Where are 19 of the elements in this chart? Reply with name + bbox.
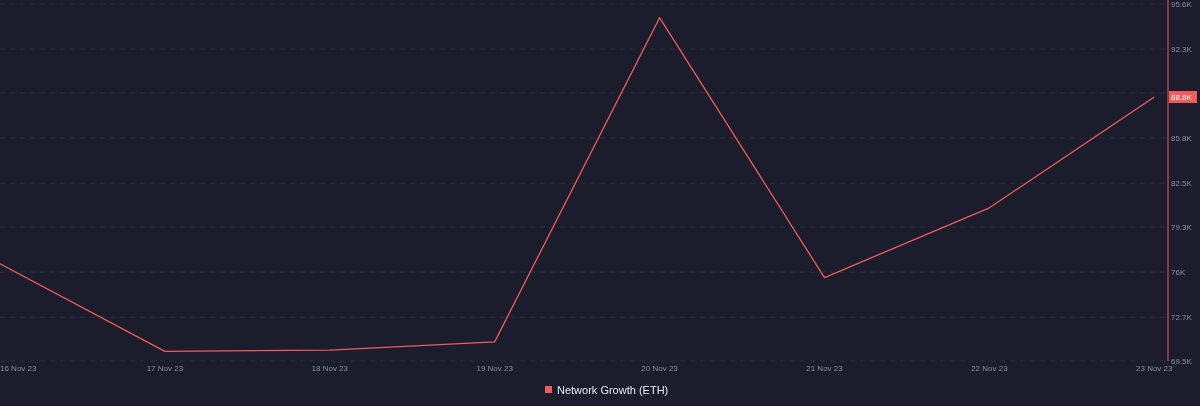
legend-label: Network Growth (ETH) xyxy=(557,383,669,396)
x-tick-label: 22 Nov 23 xyxy=(971,364,1009,373)
x-tick-label: 17 Nov 23 xyxy=(146,364,184,373)
y-tick-label: 82.5K xyxy=(1171,178,1193,188)
y-tick-label: 85.8K xyxy=(1171,133,1193,143)
x-tick-label: 20 Nov 23 xyxy=(641,364,679,373)
y-tick-label: 92.3K xyxy=(1171,44,1193,54)
y-tick-label: 95.6K xyxy=(1171,0,1193,9)
x-tick-label: 23 Nov 23 xyxy=(1136,364,1174,373)
x-tick-label: 21 Nov 23 xyxy=(806,364,844,373)
x-tick-label: 18 Nov 23 xyxy=(311,364,349,373)
y-tick-label: 69.5K xyxy=(1171,356,1193,366)
text: 88.8K xyxy=(1171,92,1193,102)
y-tick-label: 79.3K xyxy=(1171,222,1193,232)
x-tick-label: 16 Nov 23 xyxy=(0,364,38,373)
y-tick-label: 72.7K xyxy=(1171,313,1193,323)
y-tick-label: 76K xyxy=(1171,267,1186,277)
line-series xyxy=(0,17,1155,353)
x-tick-label: 19 Nov 23 xyxy=(476,364,514,373)
